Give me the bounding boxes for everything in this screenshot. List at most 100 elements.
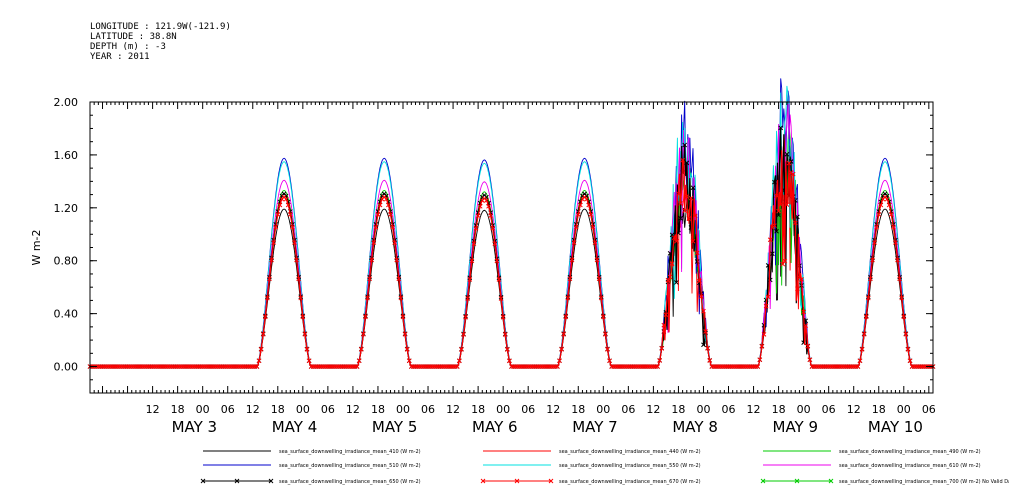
series-marker-7 <box>488 213 493 219</box>
series-marker-7 <box>696 278 702 284</box>
date-label: MAY 3 <box>172 418 218 436</box>
x-tick-label: 12 <box>546 403 560 416</box>
axes: 0.00 0.40 0.80 1.20 1.60 2.00 W m-2 12 18 00 06 12 1… <box>30 96 936 436</box>
series-marker-7 <box>763 303 769 309</box>
series-marker-7 <box>792 220 798 226</box>
series-marker-7 <box>287 212 293 217</box>
longitude-label: LONGITUDE : 121.9W(-121.9) <box>90 22 231 32</box>
series-marker-7 <box>586 202 592 208</box>
series-marker-6 <box>701 342 706 348</box>
series-marker-7 <box>755 364 761 369</box>
x-tick-label: 18 <box>271 403 285 416</box>
series-marker-7 <box>707 358 713 363</box>
series-marker-7 <box>905 347 911 352</box>
series-line-7 <box>90 150 933 368</box>
series-marker-7 <box>872 240 877 245</box>
year-label: YEAR : 2011 <box>90 52 150 62</box>
series-marker-7 <box>767 237 773 243</box>
x-tick-label: 18 <box>371 403 385 416</box>
x-tick-label: 12 <box>747 403 761 416</box>
series-marker-7 <box>302 331 308 337</box>
series-marker-7 <box>673 238 679 244</box>
series-marker-7 <box>578 202 583 208</box>
x-tick-label: 06 <box>221 403 235 416</box>
series-marker-7 <box>874 224 880 230</box>
series-marker-7 <box>365 295 370 301</box>
series-marker-7 <box>394 257 400 263</box>
legend-marker <box>480 478 486 484</box>
series-marker-7 <box>605 347 610 352</box>
series-marker-7 <box>575 212 581 217</box>
series-marker-7 <box>680 157 685 163</box>
x-tick-label: 00 <box>296 403 310 416</box>
x-tick-label: 06 <box>521 403 535 416</box>
series-marker-7 <box>363 314 368 320</box>
series-marker-7 <box>584 196 589 202</box>
x-tick-label: 06 <box>822 403 836 416</box>
series-marker-7 <box>801 309 806 315</box>
series-marker-7 <box>857 358 863 364</box>
series-marker-7 <box>477 203 483 209</box>
series-marker-7 <box>592 240 598 245</box>
x-tick-label: 12 <box>646 403 660 416</box>
series-marker-7 <box>897 276 902 282</box>
series-marker-7 <box>306 358 312 364</box>
series-marker-7 <box>285 202 291 208</box>
depth-label: DEPTH (m) : -3 <box>90 42 166 52</box>
legend-label-4: sea_surface_downwelling_irradiance_mean_… <box>559 463 701 469</box>
metadata-header: LONGITUDE : 121.9W(-121.9) LATITUDE : 38… <box>90 22 231 62</box>
series-marker-7 <box>886 202 892 208</box>
series-marker-7 <box>275 212 281 217</box>
y-axis-label: W m-2 <box>30 229 43 265</box>
series-marker-7 <box>876 212 882 217</box>
series-marker-7 <box>296 276 302 282</box>
x-tick-label: 12 <box>446 403 460 416</box>
series-marker-7 <box>784 202 790 207</box>
series-line-3 <box>90 78 933 367</box>
series-marker-7 <box>375 212 381 217</box>
series-marker-7 <box>461 332 466 337</box>
date-label: MAY 10 <box>868 418 923 436</box>
series-marker-7 <box>569 257 575 263</box>
series-marker-7 <box>868 276 873 282</box>
series-marker-7 <box>782 258 788 264</box>
y-tick-label: 0.80 <box>54 255 79 268</box>
x-tick-label: 00 <box>496 403 510 416</box>
legend-marker <box>234 478 240 484</box>
series-marker-7 <box>805 344 811 349</box>
plot-area <box>87 78 936 369</box>
series-marker-7 <box>686 216 692 221</box>
series-marker-7 <box>899 295 905 301</box>
series-marker-7 <box>555 364 560 369</box>
series-marker-7 <box>459 347 464 352</box>
series-marker-7 <box>290 224 295 230</box>
series-marker-7 <box>498 296 504 301</box>
series-marker-6 <box>682 142 688 148</box>
series-marker-7 <box>891 224 896 230</box>
date-label: MAY 8 <box>672 418 718 436</box>
y-tick-label: 1.60 <box>54 149 79 162</box>
series-marker-7 <box>557 358 562 364</box>
series-marker-7 <box>855 364 861 369</box>
legend-marker <box>828 478 834 484</box>
x-tick-label: 18 <box>671 403 685 416</box>
series-marker-7 <box>765 294 771 300</box>
series-marker-7 <box>694 250 700 256</box>
series-marker-7 <box>373 224 379 230</box>
series-marker-7 <box>901 314 907 320</box>
series-marker-6 <box>678 215 683 221</box>
latitude-label: LATITUDE : 38.8N <box>90 32 177 42</box>
series-marker-7 <box>383 196 389 202</box>
series-marker-6 <box>669 232 675 238</box>
legend-label-2: sea_surface_downwelling_irradiance_mean_… <box>839 449 981 455</box>
series-marker-7 <box>258 347 264 352</box>
series-marker-7 <box>671 235 677 241</box>
legend-label-8: sea_surface_downwelling_irradiance_mean_… <box>839 479 1009 485</box>
series-marker-7 <box>563 314 569 320</box>
series-marker-7 <box>367 276 372 282</box>
x-tick-label: 06 <box>421 403 435 416</box>
series-marker-7 <box>859 347 865 352</box>
series-marker-7 <box>360 331 366 337</box>
series-marker-7 <box>392 240 398 245</box>
series-marker-7 <box>265 295 270 301</box>
